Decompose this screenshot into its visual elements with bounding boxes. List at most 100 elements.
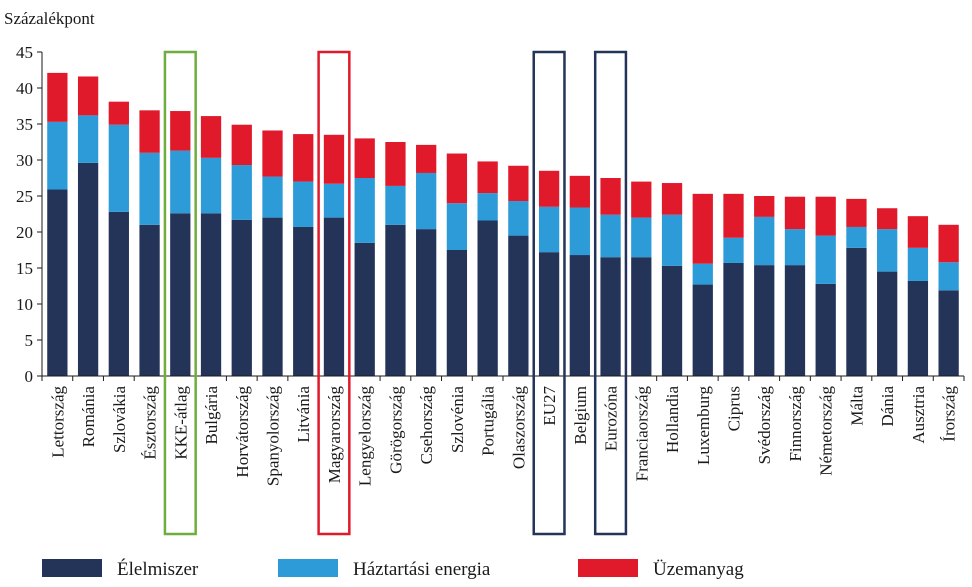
y-tick-label: 25	[16, 187, 33, 206]
bar-haztartasi-energia-portugalia	[477, 193, 498, 221]
bar-elelmiszer-magyarorszag	[323, 217, 345, 376]
bar-elelmiszer-eurozona	[600, 257, 621, 376]
x-tick-label-magyarorszag: Magyarország	[325, 386, 344, 484]
y-tick-label: 10	[16, 295, 33, 314]
x-tick-label-luxemburg: Luxemburg	[694, 386, 713, 466]
bar-haztartasi-energia-esztorszag	[139, 152, 160, 225]
bar-haztartasi-energia-csehorszag	[416, 172, 437, 230]
bar-uzemanyag-nemetorszag	[815, 196, 836, 236]
bar-haztartasi-energia-spanyolorszag	[262, 176, 283, 218]
bar-uzemanyag-hollandia	[661, 183, 683, 215]
y-tick-label: 0	[25, 367, 34, 386]
bar-haztartasi-energia-belgium	[569, 207, 590, 256]
bar-uzemanyag-luxemburg	[692, 193, 713, 264]
y-tick-label: 30	[16, 151, 33, 170]
highlight-box-eu27	[532, 50, 566, 536]
bar-uzemanyag-magyarorszag	[323, 134, 345, 184]
bar-elelmiszer-lengyelorszag	[354, 242, 375, 376]
bar-elelmiszer-bulgaria	[200, 213, 222, 376]
x-tick-label-ausztria: Ausztria	[909, 386, 928, 444]
x-axis: Lettország Románia Szlovákia Észtország KKE-…	[41, 375, 965, 486]
bar-uzemanyag-dania	[877, 208, 898, 230]
highlight-box-magyarorszag	[317, 50, 351, 536]
bar-haztartasi-energia-malta	[846, 226, 867, 248]
bar-uzemanyag-franciaorszag	[631, 181, 652, 218]
bar-uzemanyag-bulgaria	[200, 116, 222, 158]
legend: Élelmiszer Háztartási energia Üzemanyag	[42, 558, 744, 580]
bar-uzemanyag-szlovenia	[446, 153, 468, 204]
y-tick-label: 45	[16, 43, 33, 62]
bar-haztartasi-energia-kke-atlag	[170, 150, 191, 214]
x-tick-label-svedorszag: Svédország	[755, 386, 774, 465]
bar-haztartasi-energia-ausztria	[907, 247, 929, 281]
bar-elelmiszer-irorszag	[938, 290, 959, 376]
bar-uzemanyag-gorogorszag	[385, 142, 406, 186]
bar-elelmiszer-gorogorszag	[385, 224, 406, 376]
legend-swatch-uzemanyag	[578, 559, 638, 577]
bar-uzemanyag-malta	[846, 198, 867, 227]
legend-label-haztartasi-energia: Háztartási energia	[353, 559, 491, 580]
y-tick-label: 5	[25, 331, 34, 350]
bar-haztartasi-energia-olaszorszag	[508, 201, 529, 236]
bar-haztartasi-energia-luxemburg	[692, 263, 713, 285]
bar-uzemanyag-litvania	[293, 134, 314, 182]
bar-elelmiszer-eu27	[538, 252, 560, 376]
bar-uzemanyag-esztorszag	[139, 110, 160, 153]
bar-elelmiszer-olaszorszag	[508, 235, 529, 376]
bar-haztartasi-energia-lettorszag	[47, 121, 68, 190]
bar-haztartasi-energia-litvania	[293, 181, 314, 227]
bar-elelmiszer-luxemburg	[692, 284, 713, 376]
bar-elelmiszer-csehorszag	[416, 229, 437, 376]
bar-elelmiszer-szlovenia	[446, 250, 468, 376]
x-tick-label-olaszorszag: Olaszország	[509, 386, 528, 470]
legend-label-elelmiszer: Élelmiszer	[117, 558, 199, 580]
x-tick-label-finnorszag: Finnország	[786, 386, 805, 462]
x-tick-label-portugalia: Portugália	[479, 386, 498, 456]
x-tick-label-malta: Málta	[847, 386, 866, 426]
bar-haztartasi-energia-bulgaria	[200, 157, 222, 214]
bar-elelmiszer-kke-atlag	[170, 213, 191, 376]
bar-uzemanyag-belgium	[569, 175, 590, 208]
bar-haztartasi-energia-gorogorszag	[385, 185, 406, 225]
x-tick-label-irorszag: Írország	[940, 386, 959, 442]
bar-elelmiszer-hollandia	[661, 265, 683, 376]
bar-elelmiszer-szlovakia	[108, 211, 129, 376]
bar-uzemanyag-csehorszag	[416, 144, 437, 173]
y-tick-label: 40	[16, 79, 33, 98]
bar-haztartasi-energia-eurozona	[600, 214, 621, 258]
bar-elelmiszer-spanyolorszag	[262, 217, 283, 376]
bar-haztartasi-energia-svedorszag	[754, 216, 775, 266]
bar-haztartasi-energia-dania	[877, 229, 898, 272]
x-tick-label-bulgaria: Bulgária	[202, 386, 221, 445]
bar-uzemanyag-spanyolorszag	[262, 130, 283, 177]
x-tick-label-szlovakia: Szlovákia	[110, 386, 129, 453]
bar-haztartasi-energia-magyarorszag	[323, 183, 345, 218]
x-tick-label-csehorszag: Csehország	[417, 386, 436, 465]
highlight-box-kke-atlag	[163, 50, 197, 536]
bar-haztartasi-energia-franciaorszag	[631, 217, 652, 258]
y-tick-label: 20	[16, 223, 33, 242]
bar-uzemanyag-lettorszag	[47, 72, 68, 122]
bar-haztartasi-energia-ciprus	[723, 237, 744, 263]
bar-uzemanyag-portugalia	[477, 161, 498, 194]
bar-haztartasi-energia-nemetorszag	[815, 235, 836, 284]
bar-elelmiszer-dania	[877, 271, 898, 376]
legend-swatch-haztartasi-energia	[278, 559, 338, 577]
x-tick-label-romania: Románia	[79, 386, 98, 448]
x-tick-label-belgium: Belgium	[571, 386, 590, 445]
bar-uzemanyag-eu27	[538, 170, 560, 207]
bar-elelmiszer-franciaorszag	[631, 257, 652, 376]
bar-uzemanyag-ausztria	[907, 216, 929, 248]
bar-elelmiszer-horvatorszag	[231, 219, 252, 376]
x-tick-label-gorogorszag: Görögország	[386, 386, 405, 474]
y-tick-label: 15	[16, 259, 33, 278]
x-tick-label-kke-atlag: KKE-átlag	[171, 386, 190, 460]
bar-elelmiszer-litvania	[293, 226, 314, 376]
bar-elelmiszer-belgium	[569, 255, 590, 376]
bar-haztartasi-energia-romania	[77, 115, 99, 163]
bar-uzemanyag-finnorszag	[784, 196, 806, 230]
bar-elelmiszer-ciprus	[723, 262, 744, 376]
x-tick-label-lettorszag: Lettország	[48, 386, 67, 458]
bar-uzemanyag-kke-atlag	[170, 111, 191, 151]
bar-uzemanyag-ciprus	[723, 193, 744, 238]
